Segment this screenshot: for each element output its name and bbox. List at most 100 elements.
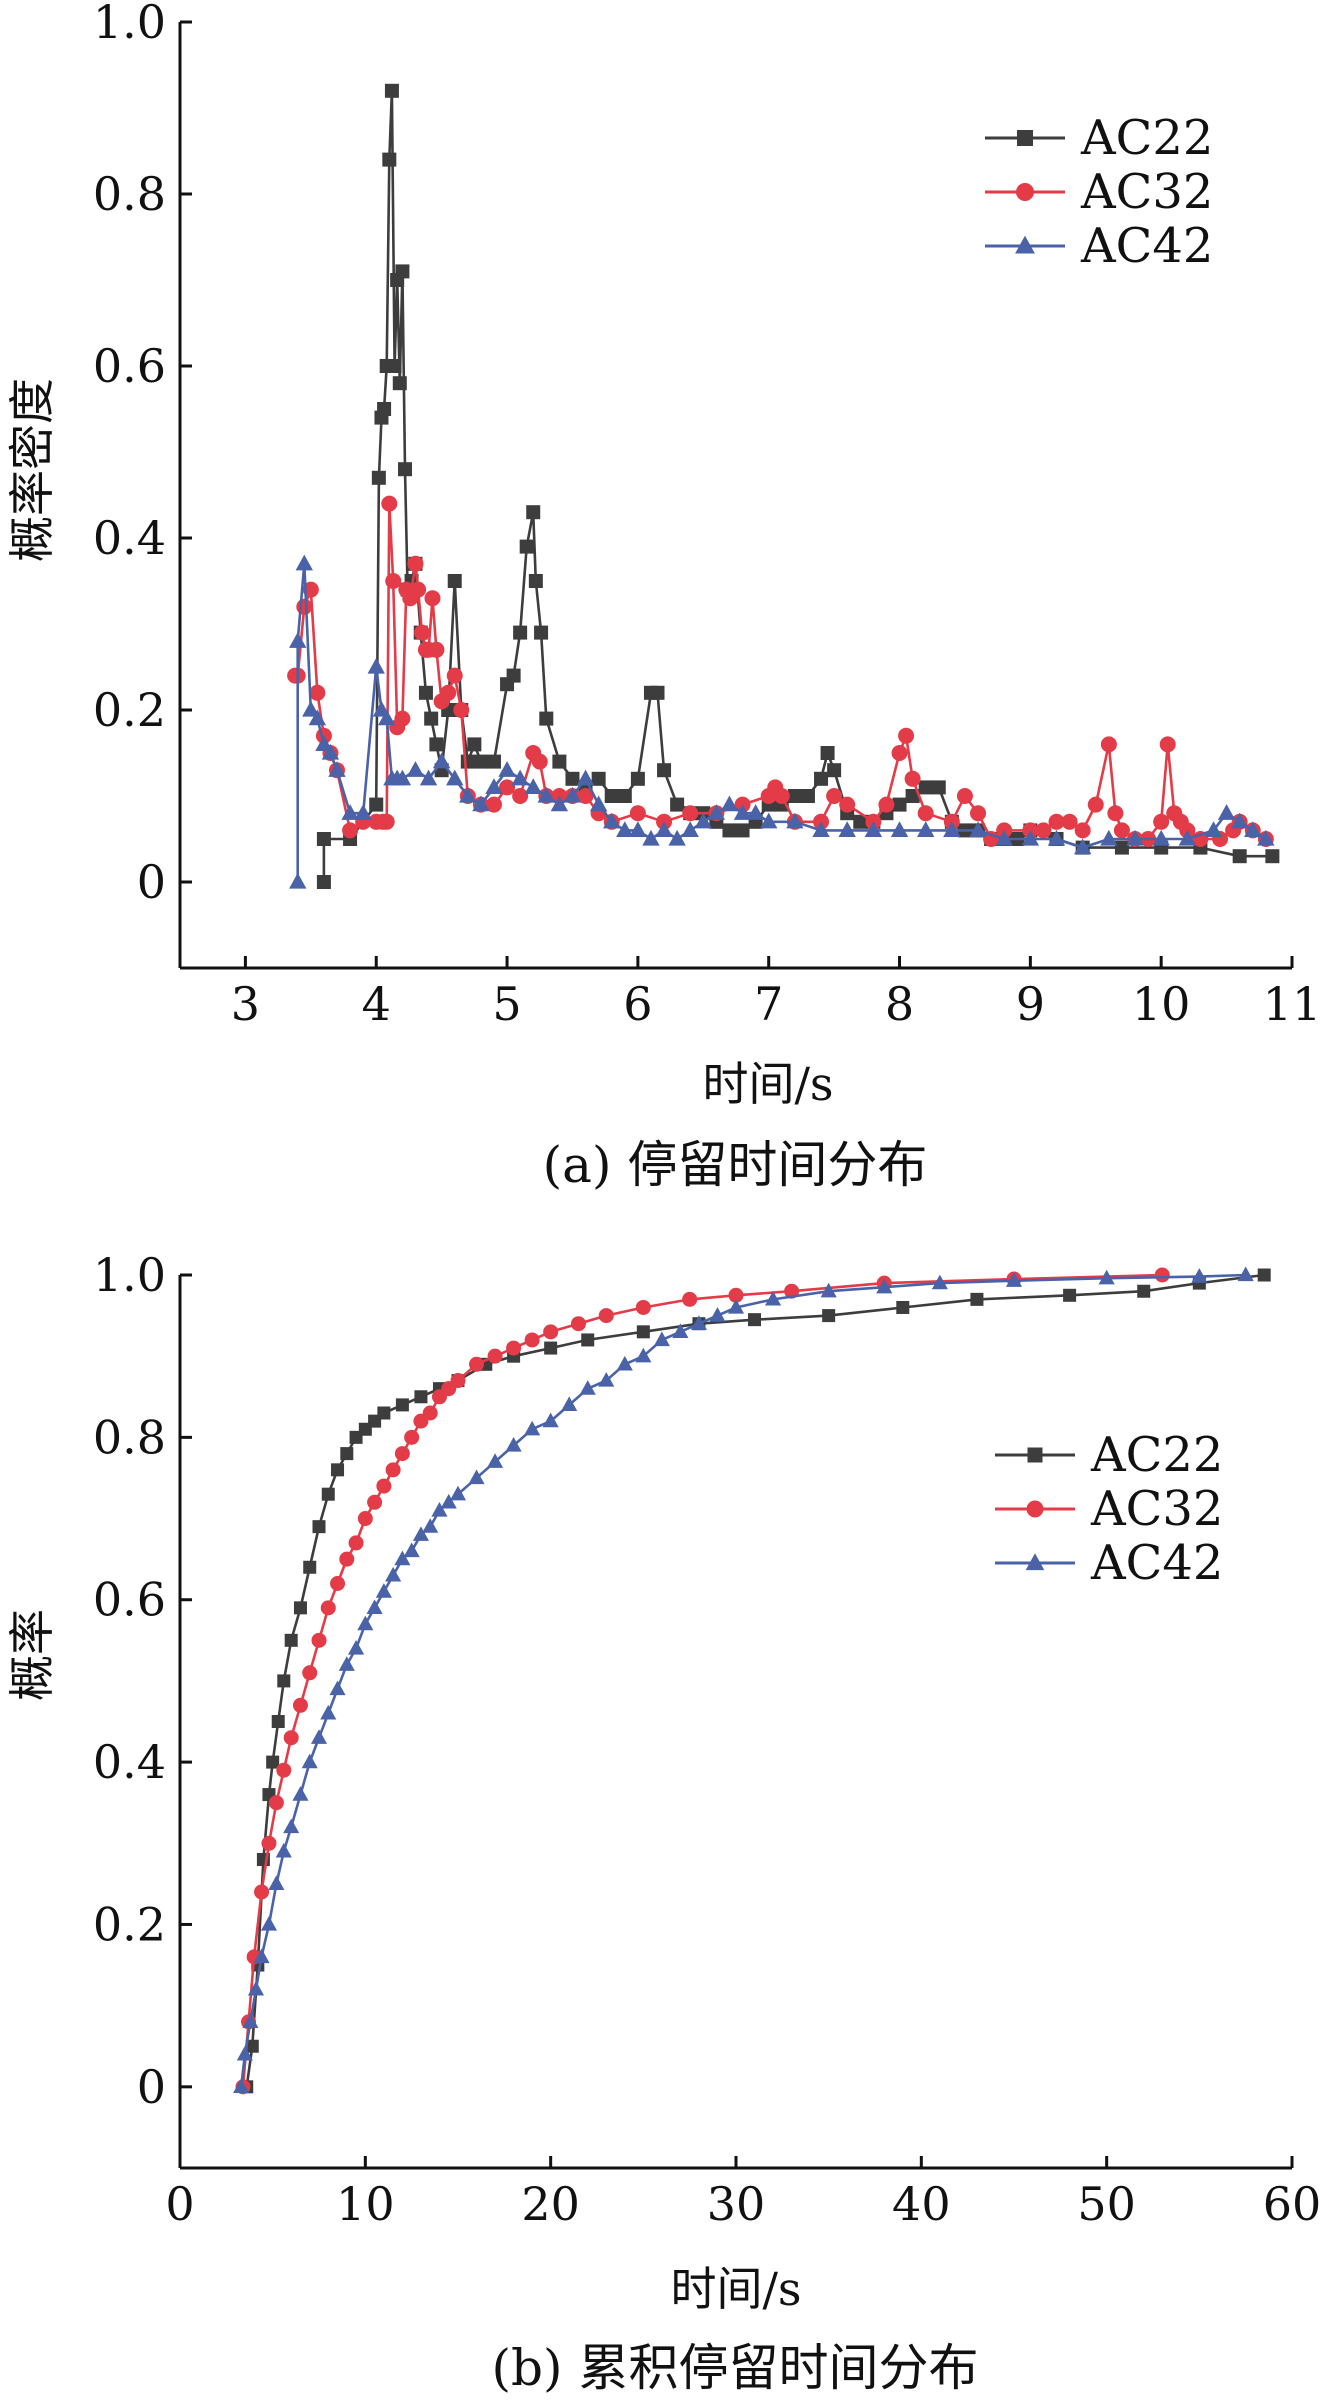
panel-b-data-point — [320, 1704, 337, 1720]
panel-a-data-point — [1126, 829, 1144, 846]
panel-b-data-point — [403, 1542, 420, 1558]
panel-b-data-point — [236, 2045, 253, 2061]
panel-a-data-point — [398, 462, 413, 477]
panel-b-data-point — [303, 1560, 317, 1574]
panel-a-data-point — [1230, 812, 1249, 829]
panel-b-series-ac32 — [235, 1267, 1170, 2095]
panel-a-x-tick-label: 5 — [492, 977, 521, 1031]
panel-b-y-tick-label: 0.2 — [93, 1897, 166, 1951]
panel-b-data-point — [266, 1755, 280, 1769]
panel-a-data-point — [302, 700, 320, 717]
panel-b-data-point — [253, 1948, 270, 1964]
panel-a-data-point — [629, 805, 646, 822]
panel-a-data-point — [591, 771, 606, 786]
panel-b-data-point — [561, 1396, 578, 1412]
panel-a-data-point — [657, 763, 672, 778]
panel-b-data-point — [765, 1290, 782, 1306]
panel-a-data-point — [419, 769, 438, 786]
panel-b-data-point — [544, 1341, 558, 1355]
panel-b-legend-marker — [1026, 1500, 1044, 1518]
panel-b-data-point — [242, 2013, 259, 2029]
panel-b-data-point — [1191, 1268, 1208, 1283]
panel-a-data-point — [407, 555, 424, 572]
panel-a-data-point — [446, 667, 463, 684]
panel-b-data-point — [506, 1340, 522, 1356]
panel-a-data-point — [550, 795, 569, 812]
panel-b-y-tick-label: 0.4 — [93, 1735, 166, 1789]
panel-a-data-point — [378, 813, 395, 830]
panel-b-data-point — [284, 1633, 298, 1647]
panel-b-data-point — [339, 1551, 355, 1567]
panel-a-data-point — [387, 359, 402, 373]
panel-a-data-point — [371, 470, 386, 485]
panel-b-data-point — [682, 1291, 698, 1307]
panel-a-data-point — [891, 745, 908, 761]
panel-b-data-point — [312, 1520, 326, 1534]
panel-a-data-point — [820, 746, 835, 760]
panel-a-data-point — [892, 797, 907, 812]
panel-a-data-point — [898, 727, 915, 744]
panel-b-data-point — [340, 1447, 354, 1461]
panel-a-data-point — [295, 554, 313, 571]
panel-a-data-point — [1217, 804, 1236, 820]
panel-a-data-point — [519, 539, 534, 554]
panel-b-data-point — [1005, 1272, 1023, 1287]
panel-a-data-point — [839, 796, 856, 813]
panel-a-data-point — [485, 778, 503, 795]
panel-a-data-point — [812, 821, 830, 838]
panel-a-data-point — [528, 574, 543, 588]
panel-b-data-point — [245, 2039, 259, 2053]
panel-a-data-point — [995, 829, 1013, 846]
panel-a-data-point — [773, 788, 790, 804]
panel-a-data-point — [1107, 805, 1124, 822]
panel-b-series-line — [239, 1273, 1246, 2087]
panel-b-data-point — [748, 1313, 762, 1327]
panel-a-data-point — [682, 805, 699, 822]
panel-a-data-point — [395, 264, 410, 279]
panel-b-data-point — [570, 1316, 586, 1332]
panel-a-data-point — [1232, 849, 1247, 864]
panel-a-data-point — [498, 761, 516, 777]
panel-b-data-point — [277, 1674, 291, 1688]
panel-a-data-point — [668, 829, 686, 846]
panel-b-data-point — [690, 1315, 707, 1330]
panel-a-data-point — [589, 795, 608, 812]
panel-a-data-point — [382, 152, 397, 167]
panel-b-data-point — [542, 1412, 559, 1428]
panel-b-data-point — [404, 1429, 420, 1445]
panel-a-data-point — [499, 779, 516, 796]
panel-a-data-point — [1204, 821, 1223, 838]
panel-b-data-point — [321, 1487, 335, 1501]
panel-b-data-point — [385, 1462, 401, 1478]
panel-a-x-tick-label: 8 — [885, 977, 914, 1031]
panel-a: 3 4 5 6 7 8 9 10 1100.20.40.60.81.0AC22AC32AC42 … — [5, 0, 1321, 1194]
panel-a-data-point — [1061, 813, 1078, 830]
panel-a-data-point — [424, 711, 439, 726]
panel-a-data-point — [1100, 736, 1117, 753]
panel-a-data-point — [1048, 813, 1065, 830]
panel-a-data-point — [905, 789, 920, 803]
panel-b-data-point — [469, 1356, 485, 1372]
panel-a-data-point — [629, 821, 647, 838]
panel-b-data-point — [311, 1632, 327, 1648]
panel-b-data-point — [301, 1753, 318, 1769]
panel-b-data-point — [524, 1420, 541, 1436]
panel-a-data-point — [1265, 849, 1280, 864]
panel-b-data-point — [1098, 1269, 1115, 1285]
panel-b-data-point — [292, 1697, 308, 1713]
panel-b-data-point — [1063, 1288, 1077, 1302]
panel-b-data-point — [331, 1463, 345, 1477]
panel-b-data-point — [487, 1453, 504, 1468]
panel-b-data-point — [422, 1405, 438, 1421]
panel-a-data-point — [506, 668, 521, 683]
panel-b-data-point — [394, 1446, 410, 1462]
panel-b-data-point — [292, 1786, 309, 1801]
panel-a-data-point — [1257, 829, 1275, 846]
panel-a-data-point — [385, 573, 402, 589]
panel-b-data-point — [357, 1511, 373, 1527]
panel-b-data-point — [233, 2078, 250, 2093]
panel-a-data-point — [289, 872, 307, 889]
panel-b-data-point — [338, 1656, 355, 1671]
panel-a-data-point — [296, 598, 313, 615]
